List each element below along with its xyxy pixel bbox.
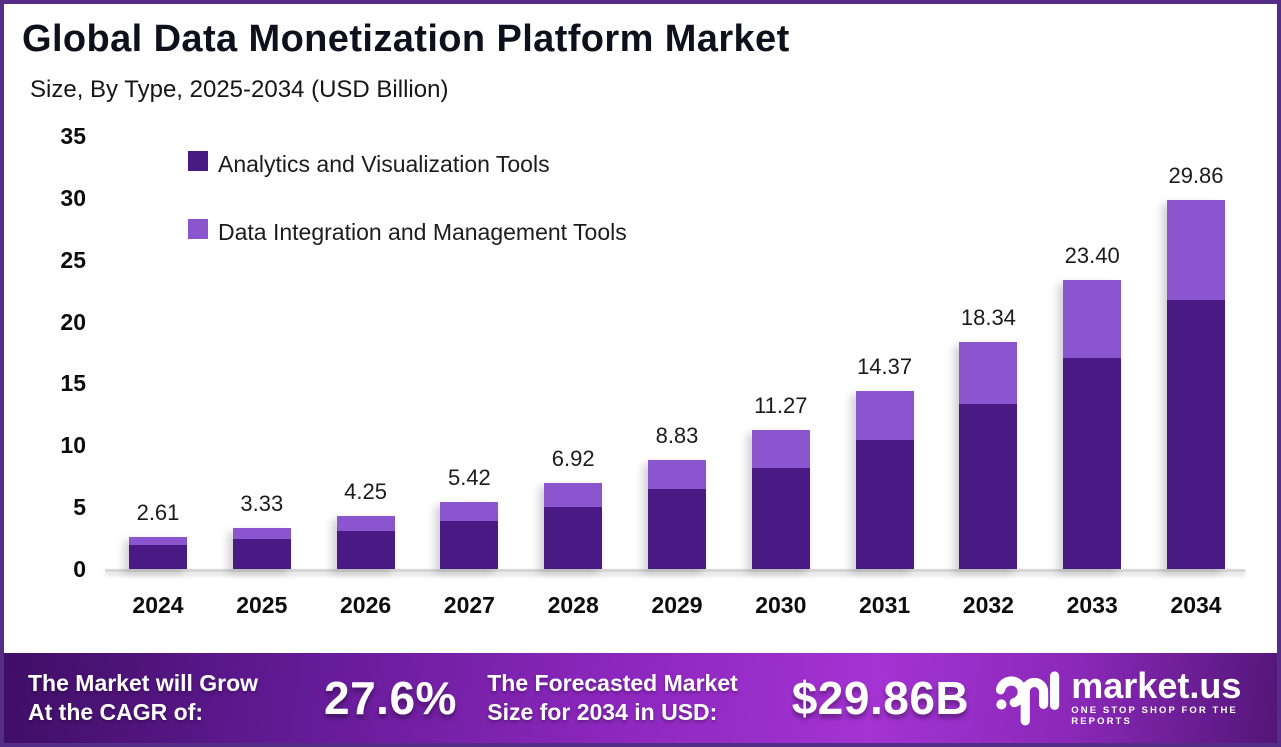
bar-group-2030 xyxy=(751,430,810,569)
y-tick-label-15: 15 xyxy=(60,370,86,397)
x-axis-line xyxy=(105,569,1245,572)
y-tick-label-10: 10 xyxy=(60,432,86,459)
forecast-caption-line2: Size for 2034 in USD: xyxy=(487,699,718,725)
legend-swatch-analytics xyxy=(188,151,208,171)
bar-value-label-2024: 2.61 xyxy=(136,500,180,525)
cagr-value: 27.6% xyxy=(324,672,457,724)
bar-segment-analytics-2032 xyxy=(959,404,1018,569)
bar-segment-integration-2029 xyxy=(648,460,706,489)
bar-value-label-2030: 11.27 xyxy=(754,393,808,418)
bar-segment-integration-2032 xyxy=(959,342,1018,404)
forecast-value: $29.86B xyxy=(791,672,970,724)
y-tick-label-5: 5 xyxy=(73,494,86,521)
bar-group-2027 xyxy=(440,502,499,569)
bar-segment-integration-2028 xyxy=(544,483,603,507)
bar-segment-integration-2034 xyxy=(1167,200,1225,300)
x-tick-label-2028: 2028 xyxy=(547,592,599,618)
bar-value-label-2033: 23.40 xyxy=(1064,243,1120,268)
bar-segment-integration-2024 xyxy=(129,537,187,545)
x-tick-label-2025: 2025 xyxy=(236,592,288,618)
bar-segment-analytics-2024 xyxy=(129,545,187,569)
market-us-logo: market.us ONE STOP SHOP FOR THE REPORTS xyxy=(995,668,1277,728)
legend-item-integration: Data Integration and Management Tools xyxy=(188,214,627,250)
cagr-caption-line1: The Market will Grow xyxy=(28,670,259,696)
bar-segment-analytics-2028 xyxy=(544,507,603,569)
cagr-caption-line2: At the CAGR of: xyxy=(28,699,204,725)
x-tick-label-2027: 2027 xyxy=(443,592,495,618)
x-tick-label-2029: 2029 xyxy=(651,592,703,618)
bar-segment-integration-2031 xyxy=(855,391,914,440)
legend-swatch-integration xyxy=(188,219,208,239)
bar-value-label-2031: 14.37 xyxy=(857,354,913,379)
bar-chart-plot: 0 5 10 15 20 25 30 35 2.61 2024 3.33 2025 4.25 2026 5.… xyxy=(4,4,1277,743)
x-tick-label-2034: 2034 xyxy=(1170,592,1222,618)
bar-value-label-2025: 3.33 xyxy=(240,491,284,516)
market-us-logo-tagline: ONE STOP SHOP FOR THE REPORTS xyxy=(1071,705,1238,727)
y-tick-label-0: 0 xyxy=(73,556,86,582)
bar-segment-analytics-2034 xyxy=(1167,300,1225,569)
bar-group-2031 xyxy=(855,391,914,569)
bar-value-label-2034: 29.86 xyxy=(1168,163,1224,188)
x-tick-label-2024: 2024 xyxy=(132,592,184,618)
bar-segment-analytics-2030 xyxy=(751,468,810,569)
market-us-logo-name: market.us xyxy=(1071,665,1242,706)
y-tick-label-30: 30 xyxy=(60,184,86,211)
bar-value-label-2027: 5.42 xyxy=(447,465,491,490)
bar-value-label-2028: 6.92 xyxy=(551,446,595,471)
bar-segment-integration-2025 xyxy=(232,528,291,539)
y-tick-label-25: 25 xyxy=(60,246,86,273)
bar-value-label-2032: 18.34 xyxy=(960,305,1016,330)
legend-label-analytics: Analytics and Visualization Tools xyxy=(218,151,550,177)
bar-segment-integration-2027 xyxy=(440,502,499,521)
market-us-logo-icon xyxy=(995,668,1061,728)
x-tick-label-2026: 2026 xyxy=(340,592,392,618)
bar-segment-analytics-2029 xyxy=(648,489,706,569)
bar-group-2029 xyxy=(648,460,706,569)
bar-segment-integration-2033 xyxy=(1063,280,1122,358)
bar-group-2034 xyxy=(1167,200,1225,569)
page-title: Global Data Monetization Platform Market xyxy=(22,18,790,60)
market-us-logo-text: market.us ONE STOP SHOP FOR THE REPORTS xyxy=(1071,665,1277,728)
forecast-caption-line1: The Forecasted Market xyxy=(487,670,738,696)
y-tick-label-20: 20 xyxy=(60,308,86,335)
bar-segment-analytics-2033 xyxy=(1063,358,1122,569)
footer-banner: The Market will Grow At the CAGR of: 27.… xyxy=(4,653,1277,743)
x-tick-label-2031: 2031 xyxy=(859,592,911,618)
bar-segment-integration-2030 xyxy=(751,430,810,468)
bar-group-2028 xyxy=(544,483,603,569)
bar-segment-analytics-2026 xyxy=(336,531,395,569)
bar-group-2026 xyxy=(336,516,395,569)
bar-segment-analytics-2025 xyxy=(232,539,291,569)
forecast-caption: The Forecasted Market Size for 2034 in U… xyxy=(487,669,761,727)
bar-value-label-2029: 8.83 xyxy=(655,423,699,448)
bar-group-2032 xyxy=(959,342,1018,569)
y-tick-label-35: 35 xyxy=(60,123,86,149)
legend-item-analytics: Analytics and Visualization Tools xyxy=(188,146,627,182)
bar-segment-analytics-2027 xyxy=(440,521,499,569)
chart-legend: Analytics and Visualization Tools Data I… xyxy=(188,146,627,282)
bar-group-2025 xyxy=(232,528,291,569)
bar-value-label-2026: 4.25 xyxy=(344,479,387,504)
bar-segment-integration-2026 xyxy=(336,516,395,531)
legend-label-integration: Data Integration and Management Tools xyxy=(218,219,627,245)
x-tick-label-2030: 2030 xyxy=(755,592,807,618)
bar-group-2024 xyxy=(129,537,187,569)
page-subtitle: Size, By Type, 2025-2034 (USD Billion) xyxy=(30,76,449,103)
x-tick-label-2033: 2033 xyxy=(1066,592,1118,618)
cagr-caption: The Market will Grow At the CAGR of: xyxy=(28,669,286,727)
bar-segment-analytics-2031 xyxy=(855,440,914,569)
bar-group-2033 xyxy=(1063,280,1122,569)
x-tick-label-2032: 2032 xyxy=(962,592,1014,618)
